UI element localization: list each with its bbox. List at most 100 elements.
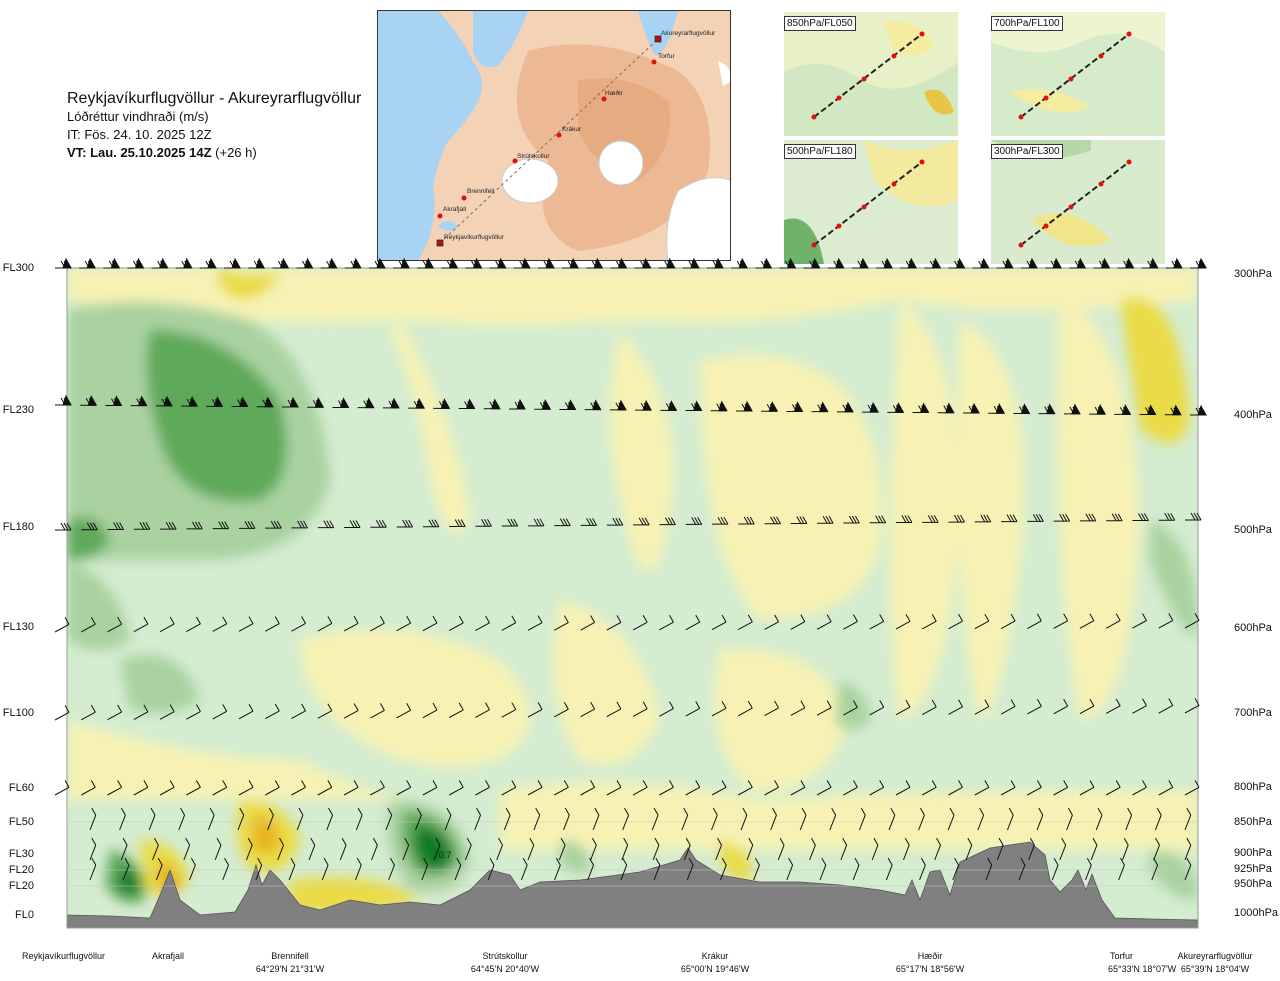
wind-barb (265, 520, 282, 529)
wind-barb (711, 780, 727, 796)
wind-barb (711, 701, 727, 717)
wind-barb (1079, 780, 1095, 796)
wind-barb (819, 857, 827, 881)
wind-barb (1184, 698, 1200, 714)
wind-barb (902, 837, 910, 861)
wind-barb (817, 516, 834, 524)
level-right-600: 600hPa (1234, 622, 1272, 634)
wind-barb (1089, 403, 1106, 415)
wind-barb (527, 837, 535, 861)
wind-barb (181, 395, 198, 407)
wind-barb (222, 857, 229, 881)
wind-barb (554, 857, 561, 881)
wind-barb (1132, 513, 1149, 521)
wind-barb (1184, 613, 1200, 629)
wind-barb (563, 807, 570, 831)
wind-barb (296, 257, 314, 269)
inset-500hpa: 500hPa/FL180 (784, 140, 958, 264)
wind-barb (370, 703, 385, 719)
wind-barb (527, 702, 543, 718)
wind-barb (606, 780, 622, 796)
wind-barb (770, 807, 777, 831)
wind-barb (382, 397, 400, 409)
level-left-fl50: FL50 (8, 816, 34, 828)
wind-barb (1132, 698, 1147, 714)
wind-barb (761, 400, 779, 412)
wind-barb (1013, 403, 1031, 414)
wind-barb (155, 395, 173, 407)
level-right-850: 850hPa (1234, 816, 1272, 828)
wind-barb (736, 400, 753, 412)
station-name: Hæðir (917, 951, 943, 961)
wind-barb (948, 699, 963, 715)
station-name: Akureyrarflugvöllur (1177, 951, 1253, 961)
wind-barb (972, 257, 990, 269)
wind-barb (580, 780, 596, 796)
wind-barb (1118, 857, 1125, 881)
wind-barb (843, 700, 858, 716)
wind-barb (148, 807, 156, 831)
wind-barb (343, 616, 359, 632)
wind-barb (922, 515, 939, 523)
wind-barb (1027, 514, 1044, 522)
wind-barb (127, 257, 145, 269)
wind-barb (921, 780, 937, 796)
wind-barb (475, 519, 492, 527)
station-krakur: Krákur 65°00'N 19°46'W (665, 950, 765, 976)
wind-barb (790, 780, 806, 796)
wind-barb (264, 780, 280, 796)
wind-barb (465, 257, 483, 269)
wind-barb (272, 257, 290, 269)
wind-barb (422, 702, 438, 719)
wind-barb (214, 837, 222, 861)
wind-barb (1141, 257, 1159, 269)
wind-barb (55, 522, 72, 531)
wind-barb (487, 857, 495, 881)
wind-barb (719, 857, 727, 881)
wind-barb (385, 807, 393, 831)
wind-barb (731, 257, 749, 269)
wind-barb (947, 807, 955, 831)
wind-barb (81, 780, 96, 796)
wind-barb (291, 703, 306, 719)
wind-barb (513, 257, 531, 269)
wind-barb (921, 614, 937, 630)
wind-barb (1121, 837, 1129, 861)
wind-barb (212, 780, 228, 796)
wind-barb (159, 616, 175, 633)
wind-barb (764, 780, 780, 796)
wind-barb (537, 257, 555, 269)
wind-barb (895, 780, 911, 796)
wind-barb (238, 521, 256, 529)
wind-barb (974, 613, 990, 630)
wind-barb (738, 516, 755, 525)
wind-barb (160, 521, 177, 530)
inset-label-700: 700hPa/FL100 (991, 16, 1063, 31)
wind-barb (368, 257, 386, 269)
wind-barb (790, 516, 808, 524)
wind-barb (1059, 837, 1067, 861)
wind-barb (489, 257, 507, 269)
wind-barb (496, 837, 503, 861)
station-name: Brennifell (271, 951, 309, 961)
wind-barb (1184, 857, 1192, 881)
wind-barb (339, 837, 347, 861)
wind-barb (448, 702, 464, 718)
wind-barb (501, 780, 517, 796)
wind-barb (159, 780, 175, 796)
wind-barb (186, 521, 203, 530)
wind-barb (621, 837, 629, 861)
wind-barb (764, 614, 780, 630)
wind-barb (396, 615, 412, 632)
wind-barb (415, 807, 422, 831)
wind-barb (501, 518, 519, 527)
wind-barb (895, 515, 913, 524)
wind-barb (1165, 257, 1183, 269)
wind-barb (1132, 613, 1147, 629)
wind-barb (503, 807, 511, 831)
inset-700hpa: 700hPa/FL100 (991, 12, 1165, 136)
wind-barb (402, 837, 410, 861)
wind-barb (54, 705, 70, 721)
map-label-haedir: Hæðir (605, 89, 624, 97)
title-block: Reykjavíkurflugvöllur - Akureyrarflugvöl… (67, 90, 361, 162)
